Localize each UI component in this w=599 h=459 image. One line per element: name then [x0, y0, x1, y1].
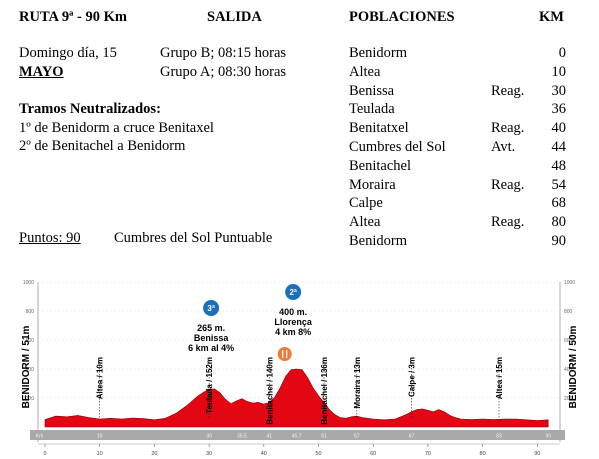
x-tick-label: 50: [315, 451, 321, 457]
feed-zone-icon: [277, 347, 292, 361]
climb-line3: 4 km 8%: [275, 327, 311, 337]
climb-badge-text: 3ª: [207, 304, 214, 313]
group-a-time: Grupo A; 08:30 horas: [160, 64, 287, 80]
climb-badge-icon: [285, 284, 302, 300]
km-strip-label: 57: [354, 434, 360, 440]
x-tick-label: 70: [425, 451, 431, 457]
event-date: Domingo día, 15: [19, 45, 117, 61]
neutral-title: Tramos Neutralizados:: [19, 101, 161, 117]
y-tick-left: 1000: [23, 280, 34, 286]
salida-heading: SALIDA: [207, 9, 262, 25]
x-tick-label: 40: [261, 451, 267, 457]
town-name: Benidorm: [349, 45, 407, 61]
town-name: Benitachel: [349, 157, 412, 174]
town-km: 80: [551, 214, 567, 231]
waypoint-label: Moraira / 13m: [353, 357, 362, 409]
town-km: 0: [558, 45, 566, 61]
elevation-area: [44, 368, 549, 428]
start-label: BENIDORM / 51m: [21, 325, 32, 408]
waypoint-label: Altea / 10m: [96, 357, 105, 399]
town-km: 68: [551, 195, 567, 212]
neutral-section-2: 2º de Benitachel a Benidorm: [19, 138, 186, 154]
y-tick-right: 800: [564, 309, 573, 315]
x-tick-label: 80: [480, 451, 486, 457]
km-heading: KM: [539, 9, 564, 25]
poblaciones-heading: POBLACIONES: [349, 9, 455, 25]
town-name: Calpe: [349, 195, 383, 212]
km-strip-label: 45.7: [292, 434, 302, 440]
town-km: 40: [551, 120, 567, 137]
town-km: 36: [551, 101, 567, 118]
town-km: 90: [551, 233, 567, 249]
town-name: Benissa: [349, 82, 395, 99]
town-note: Reag.: [491, 120, 525, 137]
y-tick-right: 200: [564, 396, 573, 402]
town-km: 44: [551, 139, 567, 155]
y-tick-left: 600: [26, 338, 35, 344]
waypoint-label: Benitachel / 136m: [320, 357, 329, 425]
climb-badge-icon: [203, 300, 220, 316]
km-strip-label: Km: [36, 434, 44, 440]
x-tick-label: 30: [206, 451, 212, 457]
km-strip-label: 41: [266, 434, 272, 440]
town-km: 54: [551, 176, 567, 193]
climb-line3: 6 km al 4%: [188, 343, 234, 353]
end-label: BENIDORM / 50m: [568, 325, 579, 408]
neutral-section-1: 1º de Benidorm a cruce Benitaxel: [19, 120, 214, 136]
points-note: Cumbres del Sol Puntuable: [114, 230, 273, 246]
climb-line2: Benissa: [194, 333, 230, 343]
km-strip-label: 30: [206, 434, 212, 440]
climb-badge-text: 2ª: [289, 288, 296, 297]
town-km: 48: [551, 157, 567, 174]
km-strip-label: 10: [97, 434, 103, 440]
town-km: 30: [551, 82, 567, 99]
km-strip-label: 67: [409, 434, 415, 440]
climb-line1: 265 m.: [197, 323, 225, 333]
y-tick-left: 800: [26, 309, 35, 315]
y-tick-left: 200: [26, 396, 35, 402]
climb-line2: Llorença: [274, 317, 313, 327]
town-km: 10: [551, 63, 567, 80]
waypoint-label: Altea / 15m: [495, 357, 504, 399]
town-note: Reag.: [491, 176, 525, 193]
town-name: Cumbres del Sol: [349, 139, 446, 155]
x-tick-label: 90: [534, 451, 540, 457]
town-name: Moraira: [349, 176, 396, 193]
town-name: Benidorm: [349, 233, 407, 249]
y-tick-right: 400: [564, 367, 573, 373]
group-b-time: Grupo B; 08:15 horas: [160, 45, 287, 61]
town-note: Reag.: [491, 82, 525, 99]
km-strip: [30, 430, 565, 440]
route-title: RUTA 9ª - 90 Km: [19, 9, 127, 25]
y-tick-right: 1000: [564, 280, 575, 286]
waypoint-label: Calpe / 3m: [407, 357, 416, 397]
town-note: Avt.: [491, 139, 516, 155]
y-tick-left: 400: [26, 367, 35, 373]
km-strip-label: 90: [545, 434, 551, 440]
km-strip-label: 51: [321, 434, 327, 440]
town-name: Benitatxel: [349, 120, 409, 137]
town-name: Altea: [349, 63, 381, 80]
town-name: Altea: [349, 214, 381, 231]
town-name: Teulada: [349, 101, 395, 118]
km-strip-label: 35.5: [237, 434, 247, 440]
event-month: MAYO: [19, 64, 64, 80]
x-tick-label: 10: [97, 451, 103, 457]
town-note: Reag.: [491, 214, 525, 231]
points-label: Puntos: 90: [19, 230, 81, 246]
waypoint-label: Teulada / 152m: [205, 357, 214, 414]
waypoint-label: Benitachel / 140m: [265, 357, 274, 425]
y-tick-right: 600: [564, 338, 573, 344]
km-strip-label: 83: [496, 434, 502, 440]
x-tick-label: 0: [43, 451, 46, 457]
x-tick-label: 60: [370, 451, 376, 457]
climb-line1: 400 m.: [279, 307, 307, 317]
x-tick-label: 20: [151, 451, 157, 457]
